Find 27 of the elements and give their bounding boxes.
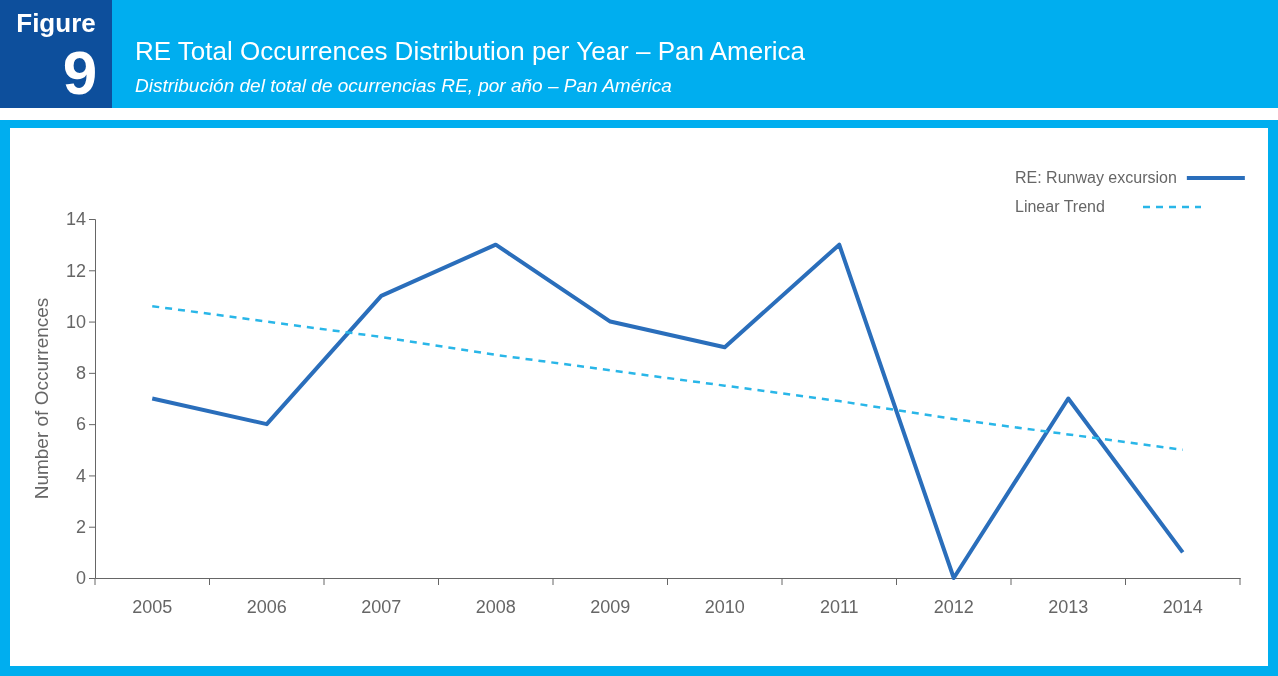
x-tick-label: 2012 (933, 596, 974, 617)
y-tick-label: 8 (75, 363, 86, 384)
text: 9 (62, 38, 98, 107)
legend-label: RE: Runway excursion (1015, 169, 1177, 186)
legend-label: Linear Trend (1015, 198, 1105, 215)
x-tick-label: 2006 (246, 596, 287, 617)
x-tick-label: 2013 (1048, 596, 1089, 617)
text: Figure (16, 8, 96, 38)
y-tick-label: 10 (65, 311, 86, 332)
x-tick-label: 2008 (475, 596, 516, 617)
x-tick-label: 2009 (590, 596, 631, 617)
y-tick-label: 6 (75, 414, 86, 435)
line-series (151, 304, 1184, 452)
y-tick-label: 2 (75, 516, 86, 537)
x-tick-label: 2010 (704, 596, 745, 617)
x-tick-label: 2011 (819, 596, 859, 617)
y-tick-label: 0 (75, 568, 86, 589)
line-series (150, 242, 1185, 580)
y-tick-label: 4 (75, 465, 86, 486)
x-tick-label: 2007 (361, 596, 402, 617)
x-tick-label: 2014 (1162, 596, 1203, 617)
y-tick-label: 14 (65, 209, 86, 230)
chart-subtitle: Distribución del total de ocurrencias RE, por año – Pan América (135, 75, 672, 96)
x-tick-label: 2005 (132, 596, 173, 617)
y-axis-title: Number of Occurrences (31, 297, 52, 500)
y-tick-label: 12 (65, 260, 86, 281)
chart-title: RE Total Occurrences Distribution per Year – Pan America (135, 36, 806, 66)
